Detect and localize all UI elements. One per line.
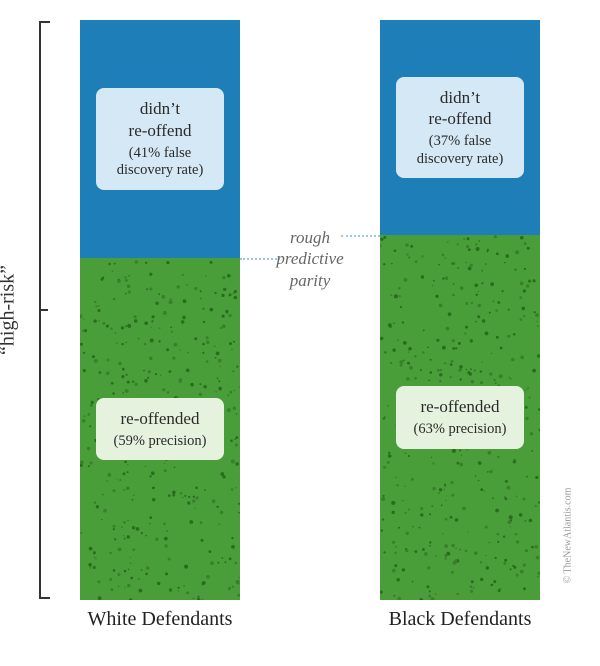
infobox-line: re-offend	[106, 120, 214, 141]
chart: “high-risk” rough predictive parity didn…	[0, 20, 600, 630]
infobox-sub: (63% precision)	[406, 421, 514, 438]
bar-white-top-segment: didn’t re-offend (41% false discovery ra…	[80, 20, 240, 258]
infobox-line: didn’t	[106, 98, 214, 119]
infobox-sub: (59% precision)	[106, 433, 214, 450]
infobox-line: re-offended	[406, 396, 514, 417]
bar-black-top-infobox: didn’t re-offend (37% false discovery ra…	[396, 77, 524, 178]
infobox-line: re-offended	[106, 408, 214, 429]
infobox-sub: (37% false	[406, 133, 514, 150]
y-axis-label: “high-risk”	[0, 265, 20, 355]
mid-annotation: rough predictive parity	[265, 227, 355, 291]
bar-black: didn’t re-offend (37% false discovery ra…	[380, 20, 540, 600]
infobox-sub: (41% false	[106, 145, 214, 162]
x-axis-label-white: White Defendants	[75, 608, 245, 631]
bar-white-bottom-segment: re-offended (59% precision)	[80, 258, 240, 600]
mid-annotation-text: rough predictive parity	[276, 228, 343, 290]
infobox-line: re-offend	[406, 108, 514, 129]
bar-black-top-segment: didn’t re-offend (37% false discovery ra…	[380, 20, 540, 235]
bar-white-top-infobox: didn’t re-offend (41% false discovery ra…	[96, 88, 224, 189]
y-axis-bracket-icon	[36, 20, 50, 600]
x-axis-label-black: Black Defendants	[375, 608, 545, 631]
infobox-sub: discovery rate)	[106, 162, 214, 179]
bar-black-bottom-segment: re-offended (63% precision)	[380, 235, 540, 600]
bar-white-bottom-infobox: re-offended (59% precision)	[96, 398, 224, 461]
infobox-sub: discovery rate)	[406, 151, 514, 168]
bar-white: didn’t re-offend (41% false discovery ra…	[80, 20, 240, 600]
infobox-line: didn’t	[406, 87, 514, 108]
source-credit: © TheNewAtlantis.com	[562, 488, 573, 584]
y-axis: “high-risk”	[14, 20, 54, 600]
bar-black-bottom-infobox: re-offended (63% precision)	[396, 386, 524, 449]
